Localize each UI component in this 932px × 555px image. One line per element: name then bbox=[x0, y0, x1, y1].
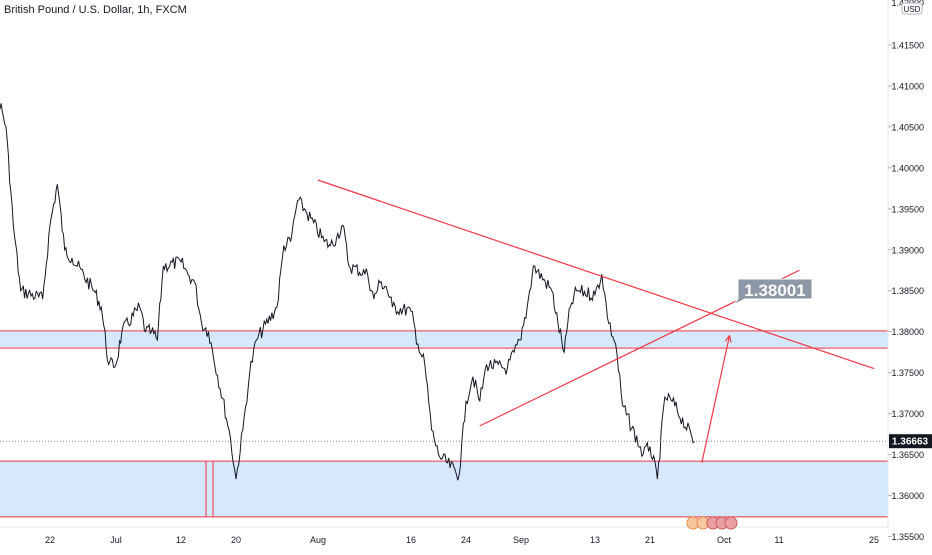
y-tick-label: 1.39500 bbox=[891, 204, 924, 214]
x-tick-label: 12 bbox=[176, 535, 186, 545]
y-tick-label: 1.37500 bbox=[891, 368, 924, 378]
x-tick-label: 22 bbox=[45, 535, 55, 545]
currency-badge[interactable] bbox=[901, 2, 923, 15]
currency-label: USD bbox=[904, 5, 921, 14]
x-tick-label: 13 bbox=[590, 535, 600, 545]
chart-title: British Pound / U.S. Dollar, 1h, FXCM bbox=[4, 4, 187, 16]
x-tick-label: 25 bbox=[869, 535, 879, 545]
last-price-label: 1.36663 bbox=[892, 437, 929, 448]
x-tick-label: Oct bbox=[717, 535, 732, 545]
x-tick-label: 11 bbox=[774, 535, 783, 545]
trend-line[interactable] bbox=[317, 179, 875, 370]
y-tick-label: 1.37000 bbox=[891, 409, 924, 419]
x-tick-label: 20 bbox=[231, 535, 241, 545]
support-resistance-zone[interactable] bbox=[0, 461, 888, 517]
y-tick-label: 1.40000 bbox=[891, 163, 924, 173]
y-tick-label: 1.41000 bbox=[891, 81, 924, 91]
support-resistance-zone[interactable] bbox=[0, 330, 888, 349]
y-tick-label: 1.38500 bbox=[891, 286, 924, 296]
x-tick-label: Aug bbox=[310, 535, 326, 545]
y-tick-label: 1.40500 bbox=[891, 122, 924, 132]
annotation-label: 1.38001 bbox=[744, 281, 805, 300]
price-series-line bbox=[0, 103, 695, 481]
y-tick-label: 1.39000 bbox=[891, 245, 924, 255]
x-tick-label: 16 bbox=[406, 535, 416, 545]
price-annotation[interactable]: 1.38001 bbox=[732, 278, 813, 306]
y-tick-label: 1.38000 bbox=[891, 327, 924, 337]
projection-arrow[interactable] bbox=[701, 335, 731, 463]
y-tick-label: 1.35500 bbox=[891, 532, 924, 542]
y-tick-label: 1.41500 bbox=[891, 40, 924, 50]
y-tick-label: 1.36000 bbox=[891, 491, 924, 501]
x-tick-label: 21 bbox=[645, 535, 655, 545]
x-tick-label: Sep bbox=[513, 535, 529, 545]
projection-arrow-head bbox=[724, 334, 732, 343]
x-tick-label: 24 bbox=[461, 535, 471, 545]
economic-events-icon[interactable] bbox=[686, 516, 738, 530]
x-tick-label: Jul bbox=[110, 535, 122, 545]
last-price-tag bbox=[889, 434, 932, 449]
y-tick-label: 1.36500 bbox=[891, 450, 924, 460]
